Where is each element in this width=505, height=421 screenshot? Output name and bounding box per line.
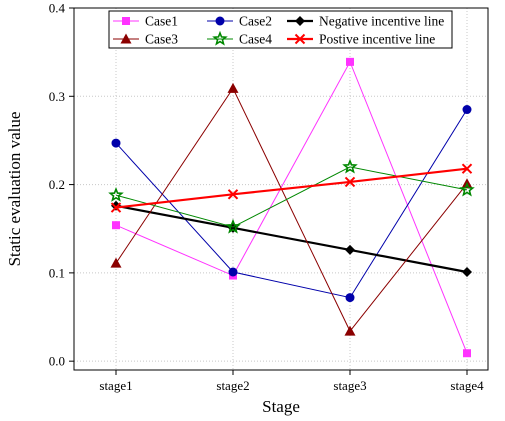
legend-item: Case2 — [207, 14, 272, 29]
plot-frame — [73, 7, 489, 371]
legend-marker — [122, 17, 130, 25]
series-case3 — [110, 82, 473, 336]
data-point — [342, 158, 358, 174]
series-line — [115, 167, 468, 209]
legend-label: Postive incentive line — [319, 32, 435, 47]
data-point — [111, 200, 121, 211]
legend: Case1 Case2 Negative incentive line Case3 Ca… — [108, 10, 453, 49]
y-tick-label: 0.4 — [49, 1, 66, 16]
data-point — [346, 57, 354, 66]
series-case2 — [111, 105, 472, 303]
data-point — [110, 202, 122, 213]
x-tick-label: stage1 — [99, 378, 132, 393]
data-point — [463, 349, 471, 358]
data-point — [110, 257, 122, 268]
series-negative-incentive-line — [111, 200, 472, 277]
legend-marker — [212, 30, 228, 46]
legend-marker — [294, 33, 306, 45]
series-line — [115, 109, 468, 299]
data-point — [344, 176, 356, 188]
data-point — [345, 244, 355, 255]
data-point — [461, 163, 473, 174]
data-point — [112, 221, 120, 230]
legend-item: Negative incentive line — [287, 14, 444, 29]
legend-item: Case1 — [113, 14, 178, 29]
data-point — [228, 267, 238, 277]
legend-box — [108, 10, 453, 49]
data-point — [462, 105, 472, 115]
y-tick-label: 0.3 — [49, 89, 65, 104]
data-point — [344, 325, 356, 336]
x-tick-label: stage2 — [216, 378, 249, 393]
legend-marker — [120, 33, 132, 44]
x-tick-label: stage3 — [333, 378, 366, 393]
y-tick-label: 0.1 — [49, 265, 65, 280]
data-point — [459, 181, 475, 197]
legend-item: Postive incentive line — [287, 32, 435, 47]
series-case4 — [108, 158, 475, 234]
y-tick-label: 0.0 — [49, 354, 65, 369]
legend-label: Case4 — [239, 32, 272, 47]
legend-item: Case3 — [113, 32, 178, 47]
series-postive-incentive-line — [110, 163, 473, 213]
series-line — [115, 87, 468, 333]
legend-item: Case4 — [207, 30, 272, 47]
legend-label: Case2 — [239, 14, 272, 29]
data-point — [108, 186, 124, 202]
series-case1 — [112, 57, 471, 358]
data-point — [462, 266, 472, 277]
data-point — [345, 293, 355, 303]
y-axis-title: Static evaluation value — [5, 112, 24, 267]
ticks: 0.0 0.1 0.2 0.3 0.4 stage1 stage2 stage3 stage4 — [49, 1, 484, 394]
data-point — [227, 82, 239, 93]
data-point — [111, 138, 121, 148]
legend-marker — [215, 16, 225, 26]
y-tick-label: 0.2 — [49, 177, 65, 192]
series-group — [108, 57, 475, 358]
legend-marker — [295, 16, 305, 26]
legend-label: Case3 — [145, 32, 178, 47]
data-point — [225, 218, 241, 234]
x-tick-label: stage4 — [450, 378, 484, 393]
legend-label: Negative incentive line — [319, 14, 444, 29]
x-axis-title: Stage — [262, 397, 300, 416]
series-line — [115, 60, 468, 354]
data-point — [227, 189, 239, 200]
series-line — [115, 166, 468, 228]
legend-label: Case1 — [145, 14, 178, 29]
series-line — [115, 204, 468, 274]
